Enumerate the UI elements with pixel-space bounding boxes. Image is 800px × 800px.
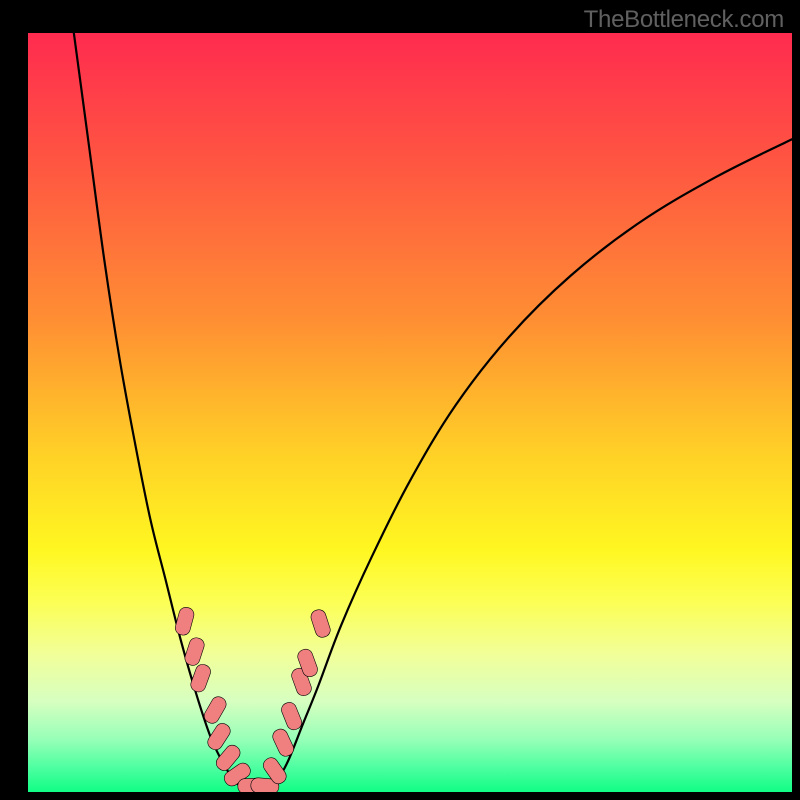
data-marker: [279, 700, 303, 732]
data-marker: [189, 662, 213, 693]
data-marker: [309, 608, 332, 639]
chart-plot-area: [28, 33, 792, 792]
curve-right: [265, 139, 792, 792]
watermark-text: TheBottleneck.com: [584, 6, 784, 34]
data-marker: [174, 606, 196, 637]
curve-left: [74, 33, 250, 792]
chart-svg: [28, 33, 792, 792]
data-marker: [183, 636, 206, 667]
